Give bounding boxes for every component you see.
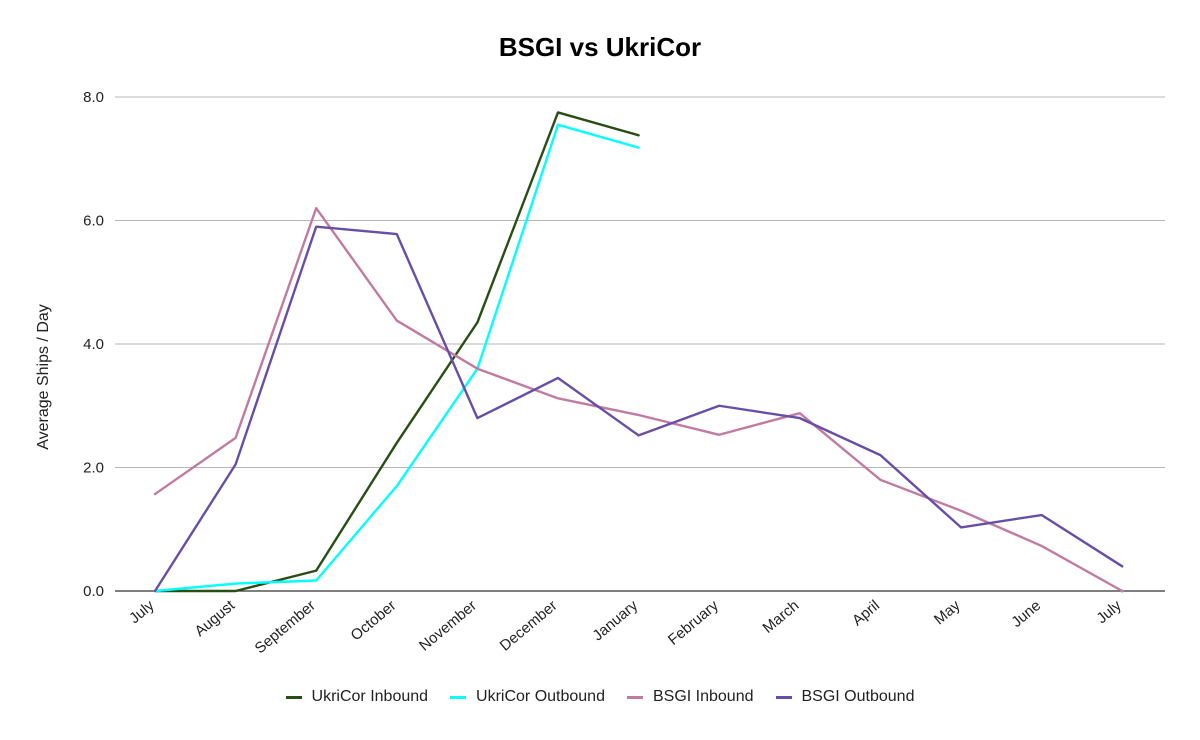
- legend-item: UkriCor Outbound: [450, 688, 605, 706]
- x-tick-label: December: [497, 597, 561, 655]
- series-line: [153, 206, 1124, 593]
- series-line: [153, 123, 640, 593]
- series-lines: [153, 111, 1124, 593]
- legend-label: BSGI Inbound: [652, 688, 754, 705]
- x-tick-label: November: [416, 597, 480, 655]
- x-tick-label: September: [252, 597, 319, 657]
- y-tick-label: 2.0: [83, 460, 104, 477]
- y-tick-label: 0.0: [83, 583, 104, 600]
- legend-item: UkriCor Inbound: [285, 688, 429, 706]
- x-tick-label: July: [1093, 597, 1125, 627]
- x-tick-label: July: [126, 597, 158, 627]
- y-axis-title: Average Ships / Day: [35, 304, 52, 450]
- series-ukricor-outbound: [153, 123, 1124, 593]
- y-tick-label: 8.0: [83, 89, 104, 106]
- legend-swatch: [626, 695, 643, 699]
- x-tick-label: March: [760, 597, 803, 637]
- x-tick-label: August: [191, 597, 238, 641]
- gridlines: [115, 96, 1165, 468]
- x-tick-label: February: [665, 597, 722, 649]
- legend-item: BSGI Outbound: [775, 688, 915, 706]
- series-line: [153, 111, 640, 593]
- legend-label: UkriCor Inbound: [311, 688, 429, 705]
- legend-swatch: [450, 695, 467, 699]
- legend-swatch: [285, 695, 302, 699]
- legend-label: BSGI Outbound: [801, 688, 915, 705]
- series-bsgi-outbound: [153, 225, 1124, 593]
- x-tick-label: June: [1008, 597, 1044, 631]
- y-tick-label: 6.0: [83, 213, 104, 230]
- x-tick-label: October: [348, 597, 400, 644]
- x-tick-label: January: [589, 597, 641, 645]
- x-tick-label: April: [849, 597, 883, 629]
- y-tick-label: 4.0: [83, 336, 104, 353]
- series-line: [153, 225, 1124, 593]
- legend-item: BSGI Inbound: [626, 688, 754, 706]
- legend-label: UkriCor Outbound: [476, 688, 605, 705]
- legend-swatch: [775, 695, 792, 699]
- tick-labels: 0.0 2.0 4.0 6.0 8.0 July August September Octobe…: [83, 89, 1125, 657]
- chart-title: BSGI vs UkriCor: [498, 32, 702, 62]
- series-ukricor-inbound: [153, 111, 640, 593]
- series-bsgi-inbound: [153, 206, 1124, 593]
- x-tick-label: May: [931, 597, 964, 629]
- legend: UkriCor Inbound UkriCor Outbound BSGI Inbo…: [0, 688, 1200, 706]
